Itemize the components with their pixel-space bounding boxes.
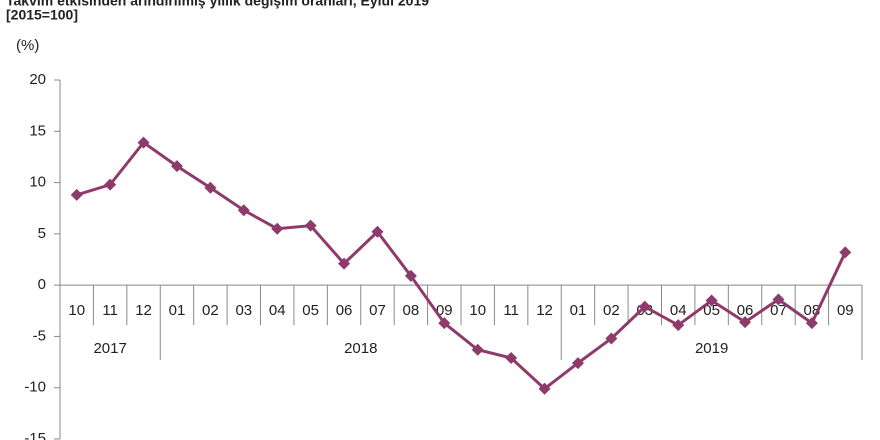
- x-tick-label: 06: [336, 302, 353, 319]
- x-tick-label: 07: [369, 302, 386, 319]
- point-marker: [404, 269, 417, 282]
- x-tick-label: 07: [770, 302, 787, 319]
- x-tick-label: 06: [737, 302, 754, 319]
- y-tick-label: 20: [29, 71, 46, 88]
- point-marker: [371, 225, 384, 238]
- y-tick-label: 15: [29, 122, 46, 139]
- x-tick-label: 10: [469, 302, 486, 319]
- point-marker: [471, 343, 484, 356]
- point-marker: [638, 300, 651, 313]
- point-marker: [538, 382, 551, 395]
- x-tick-label: 09: [837, 302, 854, 319]
- point-marker: [237, 204, 250, 217]
- year-label: 2018: [344, 340, 377, 357]
- x-tick-label: 10: [68, 302, 85, 319]
- point-marker: [571, 357, 584, 370]
- y-tick-label: -5: [33, 327, 46, 344]
- point-marker: [304, 219, 317, 232]
- x-tick-label: 08: [403, 302, 420, 319]
- y-tick-label: 0: [38, 276, 46, 293]
- point-marker: [204, 181, 217, 194]
- point-marker: [104, 178, 117, 191]
- series-line: [76, 140, 847, 391]
- point-marker: [505, 351, 518, 364]
- point-marker: [271, 222, 284, 235]
- y-tick-label: 10: [29, 174, 46, 191]
- point-marker: [70, 188, 83, 201]
- x-tick-label: 11: [102, 302, 118, 319]
- x-tick-label: 12: [536, 302, 553, 319]
- point-marker: [170, 160, 183, 173]
- y-tick-label: 5: [38, 225, 46, 242]
- x-tick-label: 12: [135, 302, 152, 319]
- x-tick-label: 04: [670, 302, 687, 319]
- point-marker: [338, 257, 351, 270]
- x-tick-label: 05: [703, 302, 720, 319]
- x-tick-label: 01: [169, 302, 186, 319]
- x-tick-label: 03: [235, 302, 252, 319]
- x-tick-label: 05: [302, 302, 319, 319]
- chart-title: Takvim etkisinden arındırılmış yıllık de…: [6, 0, 429, 9]
- point-marker: [839, 246, 852, 259]
- x-tick-label: 11: [503, 302, 519, 319]
- point-marker: [438, 317, 451, 330]
- point-marker: [672, 319, 685, 332]
- point-marker: [137, 136, 150, 149]
- x-tick-label: 01: [570, 302, 587, 319]
- point-marker: [805, 317, 818, 330]
- chart-subtitle: [2015=100]: [6, 7, 78, 23]
- year-label: 2019: [695, 340, 728, 357]
- y-tick-label: -10: [24, 379, 46, 396]
- point-marker: [605, 332, 618, 345]
- point-marker: [705, 294, 718, 307]
- y-tick-label: -15: [24, 430, 46, 440]
- point-marker: [739, 316, 752, 329]
- x-tick-label: 02: [603, 302, 620, 319]
- y-axis-label: (%): [16, 37, 39, 54]
- year-label: 2017: [93, 340, 126, 357]
- x-tick-label: 04: [269, 302, 286, 319]
- x-tick-label: 02: [202, 302, 219, 319]
- point-marker: [772, 293, 785, 306]
